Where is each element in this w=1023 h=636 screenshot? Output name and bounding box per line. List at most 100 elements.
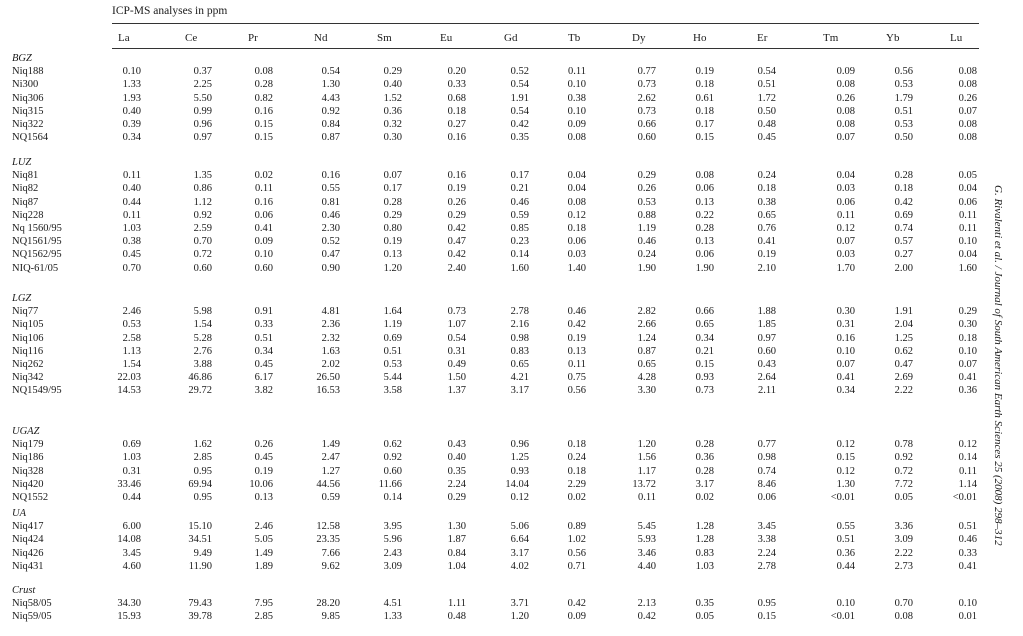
cell-yb: 0.72: [894, 465, 913, 477]
cell-la: 0.44: [122, 196, 141, 208]
column-header-la: La: [118, 32, 130, 44]
cell-lu: 0.36: [958, 385, 977, 397]
cell-tm: 0.12: [836, 223, 855, 234]
cell-pr: 0.41: [254, 223, 273, 234]
cell-lu: 0.04: [958, 183, 977, 195]
cell-gd: 0.12: [510, 492, 529, 503]
cell-er: 0.77: [757, 439, 776, 451]
cell-eu: 0.20: [447, 66, 466, 78]
cell-pr: 0.26: [254, 439, 273, 451]
cell-er: 0.48: [757, 119, 776, 130]
cell-ce: 0.95: [193, 465, 212, 477]
cell-lu: 0.41: [958, 372, 977, 384]
cell-sm: 2.43: [383, 547, 402, 559]
cell-yb: 0.70: [894, 598, 913, 610]
cell-pr: 0.34: [254, 345, 273, 357]
cell-ce: 0.92: [193, 209, 212, 221]
cell-la: 0.44: [122, 492, 141, 503]
cell-eu: 1.50: [447, 372, 466, 384]
sample-name: NQ1552: [12, 492, 49, 503]
cell-sm: 3.58: [383, 385, 402, 397]
sample-name: Niq179: [12, 439, 44, 451]
cell-nd: 0.54: [321, 66, 340, 78]
cell-lu: 0.05: [958, 170, 977, 182]
cell-gd: 4.02: [510, 560, 529, 572]
cell-yb: 2.22: [894, 547, 913, 559]
cell-yb: 0.28: [894, 170, 913, 182]
cell-er: 2.78: [757, 560, 776, 572]
cell-ce: 0.86: [193, 183, 212, 195]
cell-eu: 0.29: [447, 209, 466, 221]
cell-yb: 7.72: [894, 478, 913, 490]
cell-tm: 0.07: [836, 236, 855, 248]
cell-tb: 0.13: [567, 345, 586, 357]
group-label: LGZ: [12, 293, 32, 304]
cell-la: 14.53: [117, 385, 141, 397]
group-heading: UA: [0, 508, 1023, 522]
cell-er: 0.51: [757, 79, 776, 91]
cell-nd: 2.47: [321, 452, 340, 464]
column-header-yb: Yb: [886, 32, 900, 44]
cell-nd: 28.20: [316, 598, 340, 610]
cell-yb: 0.27: [894, 249, 913, 261]
cell-er: 0.98: [757, 452, 776, 464]
cell-dy: 5.93: [637, 534, 656, 546]
table-row: Niq262 1.54 3.88 0.45 2.02 0.53 0.49 0.65 0.11 0.…: [0, 359, 1023, 373]
cell-dy: 2.66: [637, 319, 656, 331]
cell-tb: 0.09: [567, 119, 586, 130]
cell-nd: 9.85: [321, 611, 340, 623]
cell-yb: 0.62: [894, 345, 913, 357]
cell-eu: 1.87: [447, 534, 466, 546]
group-heading: UGAZ: [0, 426, 1023, 440]
cell-ho: 0.06: [695, 183, 714, 195]
cell-la: 6.00: [122, 521, 141, 533]
cell-er: 3.38: [757, 534, 776, 546]
cell-yb: 0.69: [894, 209, 913, 221]
cell-sm: 0.40: [383, 79, 402, 91]
cell-la: 1.33: [122, 79, 141, 91]
cell-tm: 0.09: [836, 66, 855, 78]
cell-nd: 44.56: [316, 478, 340, 490]
cell-nd: 23.35: [316, 534, 340, 546]
cell-ho: 0.19: [695, 66, 714, 78]
cell-lu: 0.10: [958, 598, 977, 610]
cell-tb: 0.08: [567, 196, 586, 208]
cell-pr: 0.19: [254, 465, 273, 477]
sample-name: Niq315: [12, 105, 44, 117]
table-caption: ICP-MS analyses in ppm: [112, 5, 228, 17]
cell-dy: 0.11: [638, 492, 656, 503]
cell-nd: 0.92: [321, 105, 340, 117]
cell-tm: 0.07: [836, 359, 855, 370]
cell-ho: 1.03: [695, 560, 714, 572]
sample-name: Niq322: [12, 119, 44, 130]
cell-tm: 0.08: [836, 105, 855, 117]
cell-tb: 1.02: [567, 534, 586, 546]
cell-er: 0.06: [757, 492, 776, 503]
cell-gd: 0.52: [510, 66, 529, 78]
cell-gd: 1.91: [510, 92, 529, 104]
cell-tb: 0.11: [568, 66, 586, 78]
cell-dy: 1.17: [637, 465, 656, 477]
cell-ce: 9.49: [193, 547, 212, 559]
table-row: Niq179 0.69 1.62 0.26 1.49 0.62 0.43 0.96 0.18 1.…: [0, 439, 1023, 453]
sample-name: Niq417: [12, 521, 44, 533]
cell-ce: 0.37: [193, 66, 212, 78]
cell-er: 1.72: [757, 92, 776, 104]
cell-la: 1.13: [122, 345, 141, 357]
cell-dy: 0.24: [637, 249, 656, 261]
cell-ho: 0.83: [695, 547, 714, 559]
cell-ho: 0.73: [695, 385, 714, 397]
cell-pr: 0.10: [254, 249, 273, 261]
sample-name: Niq105: [12, 319, 44, 331]
cell-yb: 1.25: [894, 332, 913, 344]
cell-ho: 0.65: [695, 319, 714, 331]
cell-pr: 0.09: [254, 236, 273, 248]
column-header-er: Er: [757, 32, 768, 44]
cell-lu: 0.04: [958, 249, 977, 261]
cell-nd: 2.32: [321, 332, 340, 344]
cell-tb: 0.24: [567, 452, 586, 464]
cell-eu: 0.84: [447, 547, 466, 559]
cell-tm: 0.11: [837, 209, 855, 221]
cell-nd: 2.02: [321, 359, 340, 370]
sample-name: Niq58/05: [12, 598, 52, 610]
